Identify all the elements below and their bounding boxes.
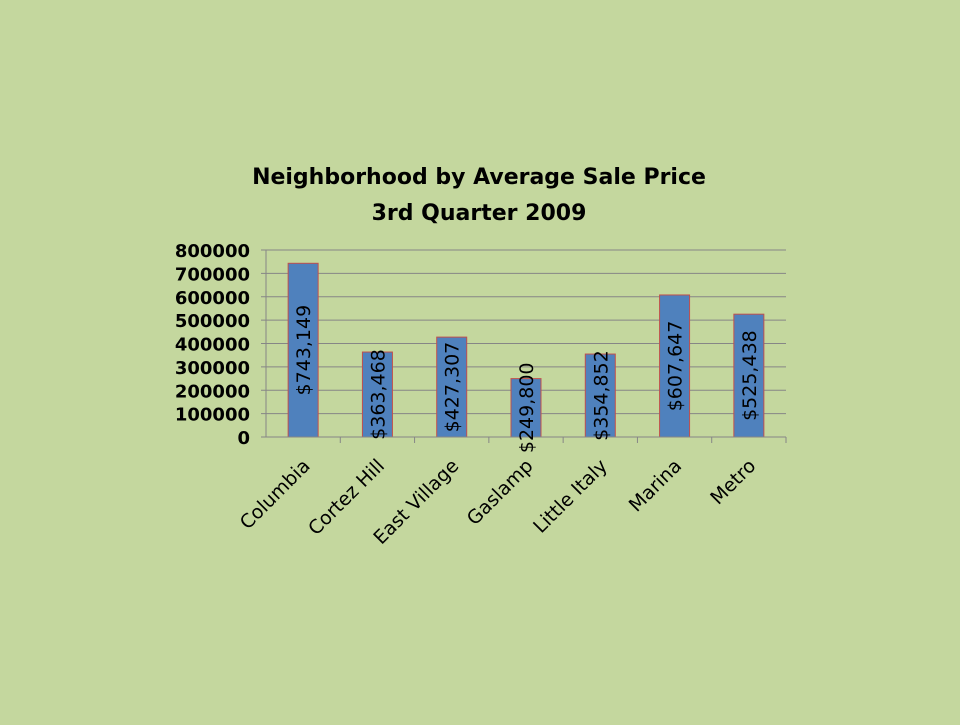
data-label: $525,438: [739, 330, 761, 421]
data-label: $427,307: [442, 342, 464, 433]
x-tick-label: Columbia: [236, 455, 315, 534]
bar: [733, 313, 765, 438]
data-label: $354,852: [590, 350, 612, 441]
gridlines: [266, 249, 786, 415]
chart-subtitle: 3rd Quarter 2009: [372, 201, 587, 226]
y-tick-label: 600000: [175, 288, 250, 309]
x-tick-label: Marina: [625, 455, 686, 516]
bars: [287, 262, 765, 438]
x-tick-label: Gaslamp: [463, 455, 538, 530]
y-tick-label: 800000: [175, 241, 250, 262]
y-tick-label: 400000: [175, 335, 250, 356]
bar: [659, 294, 691, 438]
bar: [361, 351, 393, 438]
chart-title: Neighborhood by Average Sale Price: [252, 165, 706, 190]
axes: [265, 250, 786, 438]
y-tick-label: 0: [237, 428, 250, 449]
bar: [510, 378, 542, 438]
data-label: $249,800: [516, 362, 538, 453]
data-label: $363,468: [367, 349, 389, 440]
data-labels: $743,149 $363,468 $427,307 $249,800 $354,852…: [293, 305, 761, 453]
y-tick-label: 100000: [175, 405, 250, 426]
data-label: $607,647: [665, 321, 687, 412]
bar: [436, 336, 468, 438]
x-tick-label: Metro: [706, 455, 760, 509]
y-tick-label: 200000: [175, 381, 250, 402]
bar: [584, 353, 616, 438]
y-tick-label: 700000: [175, 264, 250, 285]
data-label: $743,149: [293, 305, 315, 396]
bar: [287, 262, 319, 438]
y-tick-label: 300000: [175, 358, 250, 379]
x-tick-label: Little Italy: [529, 455, 612, 538]
y-tick-label: 500000: [175, 311, 250, 332]
